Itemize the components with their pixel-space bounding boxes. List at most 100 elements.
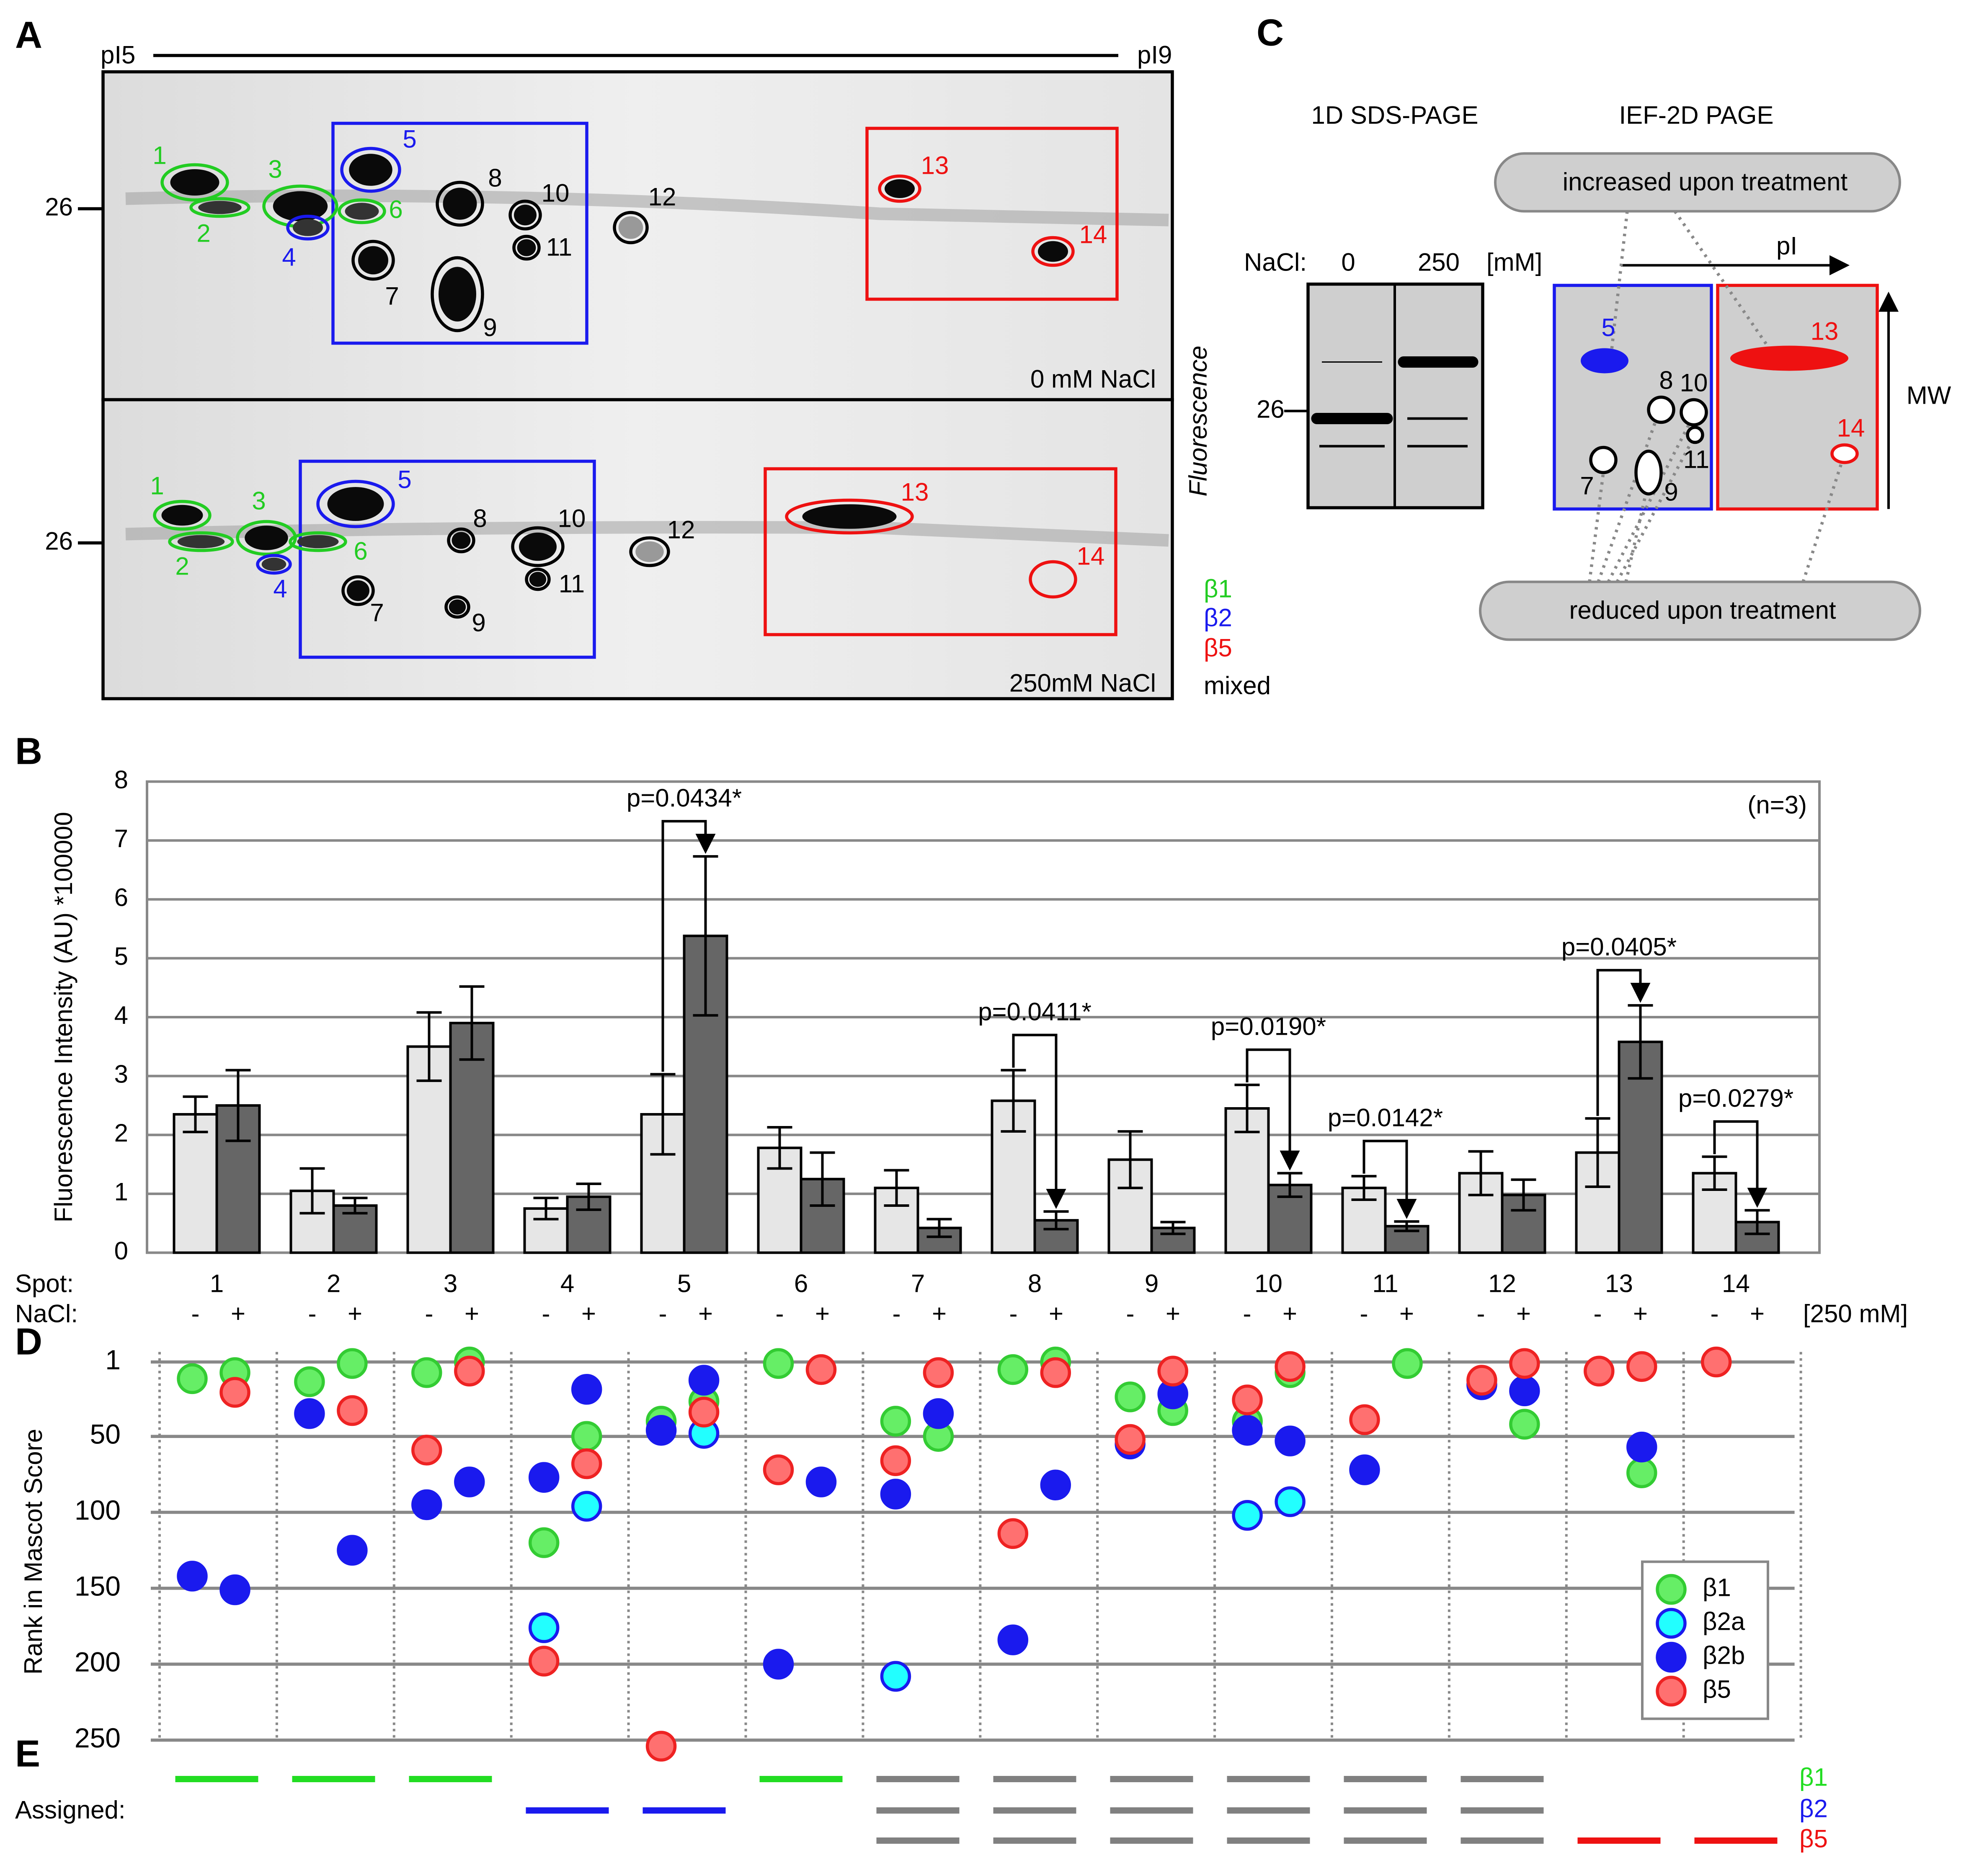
error-bar bbox=[650, 1073, 676, 1156]
point bbox=[1349, 1404, 1380, 1435]
y-tick-label: 2 bbox=[114, 1119, 128, 1147]
gel-blob bbox=[885, 179, 915, 198]
significance-bracket bbox=[1362, 1139, 1417, 1219]
x-tick-label: 6 bbox=[794, 1269, 808, 1297]
spot-outline bbox=[431, 256, 484, 332]
spot-label: 5 bbox=[1601, 313, 1615, 341]
error-bar bbox=[1043, 1210, 1069, 1231]
point bbox=[688, 1397, 720, 1428]
point bbox=[1626, 1431, 1657, 1463]
legend-entry: β5 bbox=[1799, 1824, 1828, 1853]
y-tick-label: 100 bbox=[75, 1495, 121, 1526]
mw-label: 26 bbox=[45, 527, 73, 555]
point bbox=[1509, 1409, 1540, 1440]
point bbox=[880, 1406, 911, 1437]
spot-outline bbox=[508, 199, 542, 231]
p-value: p=0.0411* bbox=[978, 997, 1092, 1026]
error-bar bbox=[767, 1126, 792, 1170]
point bbox=[571, 1448, 602, 1479]
series-name: - bbox=[1477, 1299, 1485, 1327]
y-tick-label: 6 bbox=[114, 884, 128, 912]
p-value: p=0.0190* bbox=[1211, 1013, 1326, 1041]
significance-bracket bbox=[1012, 1033, 1066, 1209]
spot-label: 8 bbox=[488, 164, 502, 192]
legend-entry: β1 bbox=[1703, 1573, 1731, 1601]
spot bbox=[1634, 449, 1663, 496]
spot-outline bbox=[256, 554, 292, 575]
point bbox=[880, 1479, 911, 1510]
error-bar bbox=[1511, 1178, 1536, 1212]
error-bar bbox=[342, 1196, 368, 1215]
gel-blob bbox=[635, 541, 664, 562]
y-tick-label: 3 bbox=[114, 1060, 128, 1088]
connectors bbox=[1588, 210, 1844, 583]
point bbox=[1509, 1375, 1540, 1407]
spot-label: 10 bbox=[558, 504, 586, 532]
pill bbox=[1494, 152, 1901, 213]
point bbox=[645, 1731, 677, 1762]
series-name: - bbox=[308, 1299, 317, 1327]
spot-label: 13 bbox=[901, 478, 929, 506]
gel-blob bbox=[347, 580, 369, 601]
region-box bbox=[764, 467, 1117, 636]
series-name: - bbox=[1009, 1299, 1018, 1327]
series-name: - bbox=[191, 1299, 200, 1327]
nacl-label: NaCl: bbox=[1244, 248, 1307, 276]
point bbox=[1466, 1365, 1497, 1396]
gel-blob bbox=[161, 505, 203, 526]
gel-blob bbox=[358, 246, 388, 275]
series-name: + bbox=[1633, 1299, 1648, 1327]
series-name: - bbox=[425, 1299, 434, 1327]
point bbox=[1157, 1355, 1188, 1387]
spot-label: 9 bbox=[483, 313, 497, 341]
spot-label: 10 bbox=[1680, 368, 1708, 397]
legend-entry: β2 bbox=[1799, 1794, 1828, 1822]
gel-smear bbox=[125, 521, 1169, 547]
y-tick-label: 1 bbox=[114, 1178, 128, 1206]
error-bar bbox=[1160, 1221, 1186, 1235]
spot-label: 7 bbox=[385, 282, 399, 310]
spot-label: 4 bbox=[273, 575, 287, 603]
panel-label: A bbox=[15, 14, 42, 56]
point bbox=[1349, 1454, 1380, 1485]
gel-blob bbox=[349, 154, 392, 186]
gel-blob bbox=[529, 572, 547, 587]
point bbox=[1509, 1348, 1540, 1379]
spot-label: 8 bbox=[473, 504, 487, 532]
y-tick-label: 5 bbox=[114, 942, 128, 970]
p-value: p=0.0142* bbox=[1328, 1104, 1443, 1132]
error-bar bbox=[1702, 1155, 1727, 1191]
spot-label: 14 bbox=[1079, 220, 1107, 248]
series-name: - bbox=[1594, 1299, 1602, 1327]
panel-label: B bbox=[15, 730, 42, 772]
x-tick-label: 8 bbox=[1028, 1269, 1042, 1297]
unit: [mM] bbox=[1486, 248, 1542, 276]
region-box bbox=[1553, 283, 1713, 511]
spot-label: 5 bbox=[403, 125, 416, 153]
x-tick-label: 4 bbox=[560, 1269, 574, 1297]
point bbox=[1115, 1424, 1146, 1455]
spot-label: 9 bbox=[1664, 478, 1678, 506]
error-bar bbox=[1117, 1130, 1143, 1189]
legend-marker bbox=[1656, 1574, 1687, 1605]
series-name: - bbox=[1360, 1299, 1368, 1327]
error-bar bbox=[884, 1169, 909, 1207]
point bbox=[528, 1646, 560, 1677]
spot bbox=[1730, 345, 1848, 371]
gel-blob bbox=[170, 169, 219, 196]
point bbox=[411, 1489, 442, 1520]
error-bar bbox=[1234, 1083, 1260, 1134]
error-bar bbox=[1351, 1175, 1377, 1201]
legend-marker bbox=[1656, 1675, 1687, 1707]
error-bar bbox=[416, 1011, 442, 1082]
pill-text: increased upon treatment bbox=[1563, 168, 1848, 196]
error-bar bbox=[1744, 1209, 1770, 1235]
error-bar bbox=[1585, 1117, 1610, 1188]
region-box bbox=[299, 459, 596, 659]
series-name: + bbox=[464, 1299, 479, 1327]
point bbox=[454, 1355, 485, 1387]
gel-blob bbox=[261, 557, 286, 571]
pi-label: pI9 bbox=[1137, 41, 1172, 69]
series-name: + bbox=[348, 1299, 362, 1327]
point bbox=[923, 1357, 954, 1388]
